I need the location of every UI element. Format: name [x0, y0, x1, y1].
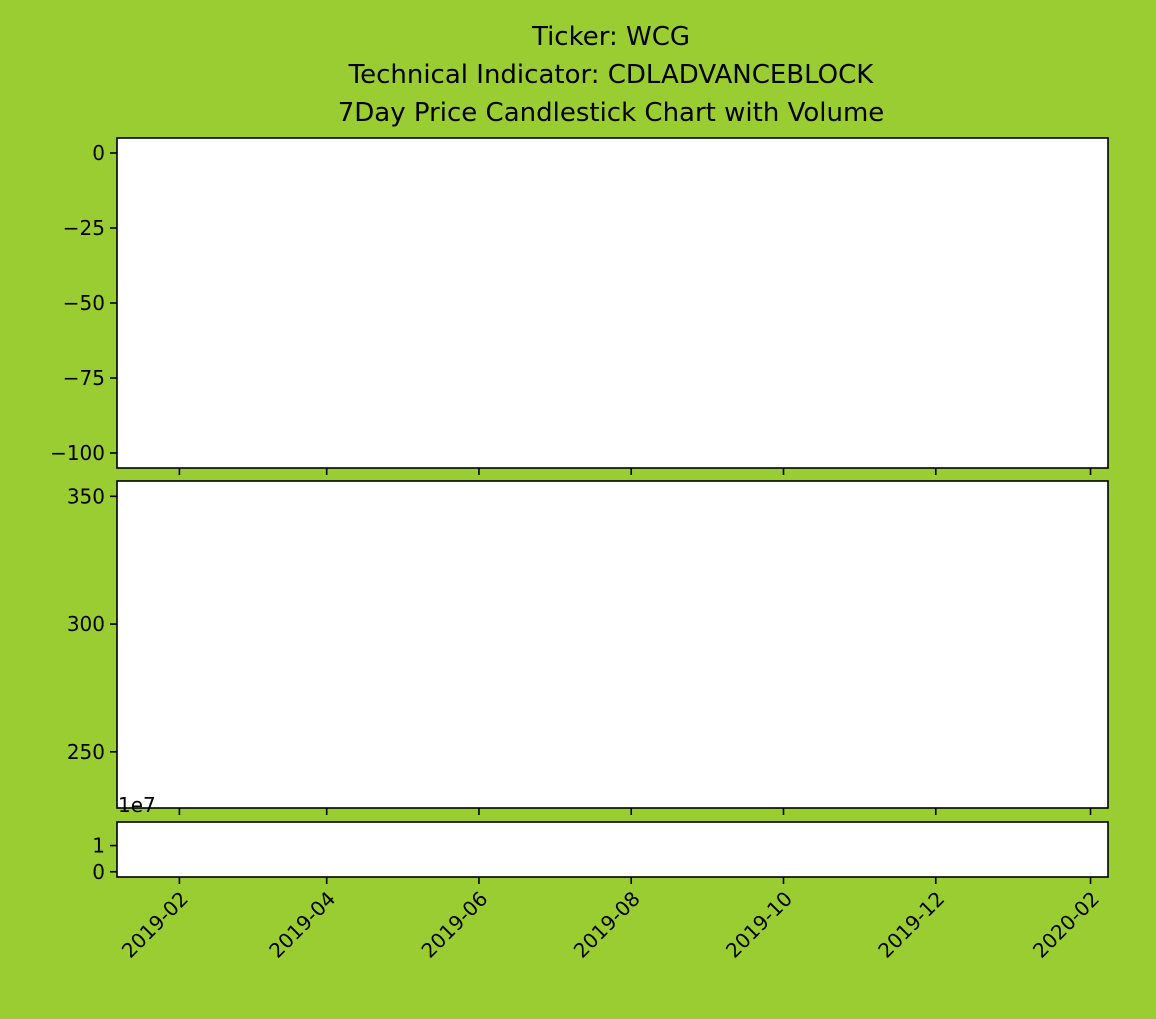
volume-frame [116, 821, 1109, 878]
xtick-label-4: 2019-10 [721, 887, 797, 963]
xtick-label-3: 2019-08 [569, 887, 645, 963]
price-panel: 250 300 350 [67, 480, 1109, 815]
indicator-ytick-label-3: −75 [63, 366, 105, 390]
xtick-label-0: 2019-02 [117, 887, 193, 963]
price-ytick-label-0: 250 [67, 740, 105, 764]
indicator-ytick-label-1: −25 [63, 216, 105, 240]
indicator-ytick-label-2: −50 [63, 291, 105, 315]
indicator-ytick-label-0: 0 [92, 141, 105, 165]
chart-title-line-3: 7Day Price Candlestick Chart with Volume [338, 98, 885, 128]
volume-offset-label: 1e7 [118, 793, 156, 817]
price-frame [116, 480, 1109, 809]
xtick-label-2: 2019-06 [416, 887, 492, 963]
volume-ytick-label-0: 0 [92, 860, 105, 884]
x-axis: 2019-02 2019-04 2019-06 2019-08 2019-10 2019-… [117, 887, 1104, 963]
chart-title-line-1: Ticker: WCG [531, 22, 690, 52]
volume-ytick-label-1: 1 [92, 834, 105, 858]
price-ytick-label-1: 300 [67, 612, 105, 636]
xtick-label-1: 2019-04 [264, 887, 340, 963]
indicator-panel: 0−25−50−75−100CDLADVANCEBLOCK [50, 137, 1109, 475]
xtick-label-5: 2019-12 [873, 887, 949, 963]
volume-panel: 01 [92, 821, 1109, 884]
price-ytick-label-2: 350 [67, 484, 105, 508]
indicator-frame [116, 137, 1109, 469]
xtick-label-6: 2020-02 [1028, 887, 1104, 963]
indicator-ytick-label-4: −100 [50, 441, 105, 465]
chart-title-line-2: Technical Indicator: CDLADVANCEBLOCK [348, 60, 875, 90]
